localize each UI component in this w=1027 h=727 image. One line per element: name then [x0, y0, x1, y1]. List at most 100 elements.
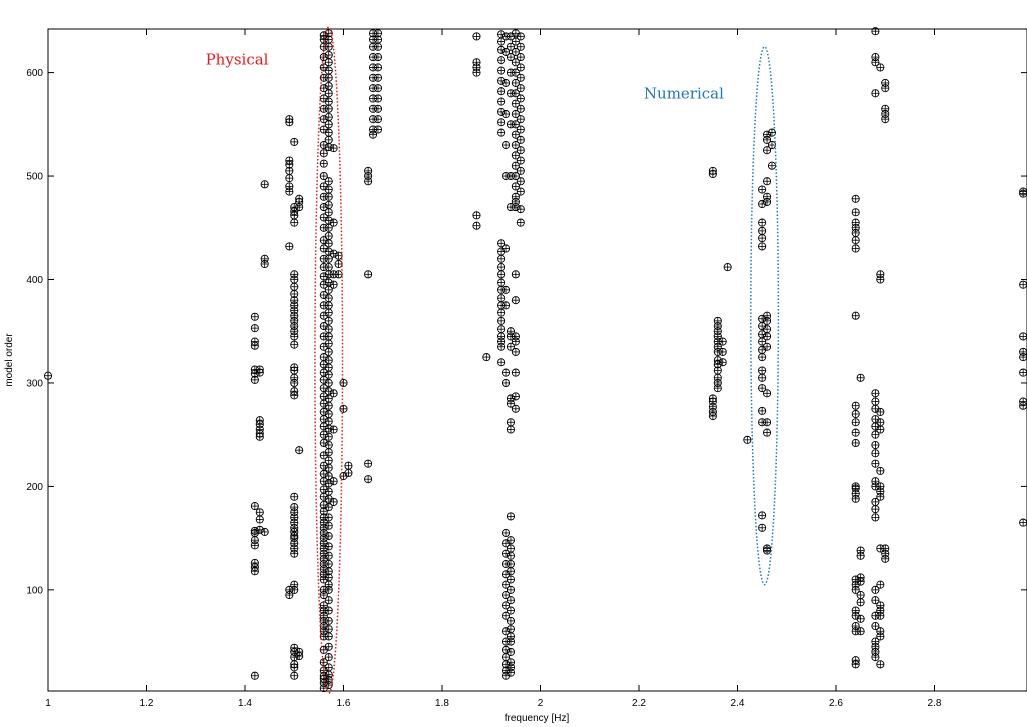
data-point: [364, 166, 373, 175]
data-point: [871, 440, 880, 450]
data-point: [324, 58, 333, 67]
data-point: [329, 477, 338, 486]
data-point: [324, 356, 333, 365]
data-point: [516, 205, 525, 214]
data-point: [871, 397, 880, 406]
data-point: [516, 146, 525, 155]
data-point: [871, 513, 880, 522]
x-tick-label: 2.6: [829, 698, 843, 709]
data-point: [511, 58, 520, 67]
data-point: [511, 161, 520, 170]
data-point: [43, 371, 53, 380]
data-point: [290, 660, 299, 669]
data-point: [851, 428, 860, 437]
data-point: [290, 580, 299, 589]
data-point: [871, 596, 880, 605]
data-point: [501, 611, 511, 620]
data-point: [250, 324, 259, 333]
data-point: [290, 282, 299, 291]
data-point: [876, 407, 885, 416]
data-point: [511, 182, 520, 191]
data-point: [295, 446, 304, 455]
data-point: [329, 425, 338, 434]
data-point: [324, 177, 333, 186]
data-point: [324, 596, 333, 605]
data-point: [250, 502, 259, 511]
data-point: [758, 199, 767, 209]
data-point: [295, 194, 304, 203]
data-point: [511, 332, 520, 341]
data-point: [324, 325, 333, 334]
data-point: [851, 208, 860, 217]
data-point: [250, 526, 259, 535]
data-point: [758, 366, 767, 375]
data-point: [506, 625, 516, 634]
data-point: [324, 487, 333, 496]
data-point: [324, 417, 333, 426]
data-point: [871, 622, 880, 631]
data-point: [324, 120, 333, 129]
data-point: [501, 368, 511, 377]
data-point: [506, 53, 516, 62]
data-point: [763, 325, 772, 334]
data-point: [329, 389, 338, 398]
data-point: [763, 428, 772, 437]
x-tick-label: 2.4: [731, 698, 745, 709]
data-point: [324, 66, 333, 75]
data-point: [511, 47, 520, 56]
data-point: [758, 218, 767, 227]
data-point: [290, 671, 299, 680]
data-point: [260, 254, 269, 263]
data-point: [285, 166, 294, 175]
data-point: [501, 285, 511, 294]
data-point: [516, 94, 525, 103]
data-point: [319, 280, 328, 289]
data-point: [324, 642, 333, 651]
data-point: [373, 115, 383, 124]
data-point: [506, 616, 516, 625]
data-point: [758, 234, 767, 243]
x-tick-label: 2.8: [928, 698, 942, 709]
data-point: [501, 528, 511, 538]
data-point: [758, 330, 767, 339]
data-point: [324, 128, 333, 137]
data-point: [851, 438, 860, 448]
data-point: [324, 472, 333, 481]
data-point: [290, 492, 299, 501]
data-point: [516, 166, 525, 175]
annotations: Physical Numerical: [206, 26, 780, 695]
data-point: [285, 118, 294, 127]
x-tick-label: 1.2: [140, 698, 154, 709]
data-point: [511, 270, 520, 279]
data-point: [506, 512, 516, 521]
data-point: [497, 66, 506, 75]
data-point: [511, 171, 520, 181]
data-point: [511, 130, 520, 139]
data-point: [758, 406, 767, 415]
data-point: [497, 30, 506, 39]
data-point: [364, 475, 373, 484]
data-point: [881, 104, 890, 113]
data-point: [501, 78, 511, 87]
annotation-label: Numerical: [644, 84, 724, 102]
data-point: [324, 670, 333, 679]
data-point: [329, 144, 338, 153]
data-point: [767, 128, 777, 137]
data-point: [856, 598, 865, 607]
data-point: [373, 104, 383, 113]
data-point: [290, 363, 299, 372]
data-point: [511, 296, 520, 305]
data-point: [708, 166, 717, 175]
data-point: [324, 653, 333, 662]
plot-area: [47, 28, 1027, 692]
data-point: [319, 407, 328, 416]
data-point: [319, 159, 328, 168]
data-point: [871, 505, 880, 514]
data-point: [497, 332, 506, 341]
data-point: [876, 418, 885, 427]
data-point: [373, 53, 383, 62]
data-point: [856, 573, 865, 582]
data-point: [324, 606, 333, 615]
data-point: [516, 84, 525, 93]
